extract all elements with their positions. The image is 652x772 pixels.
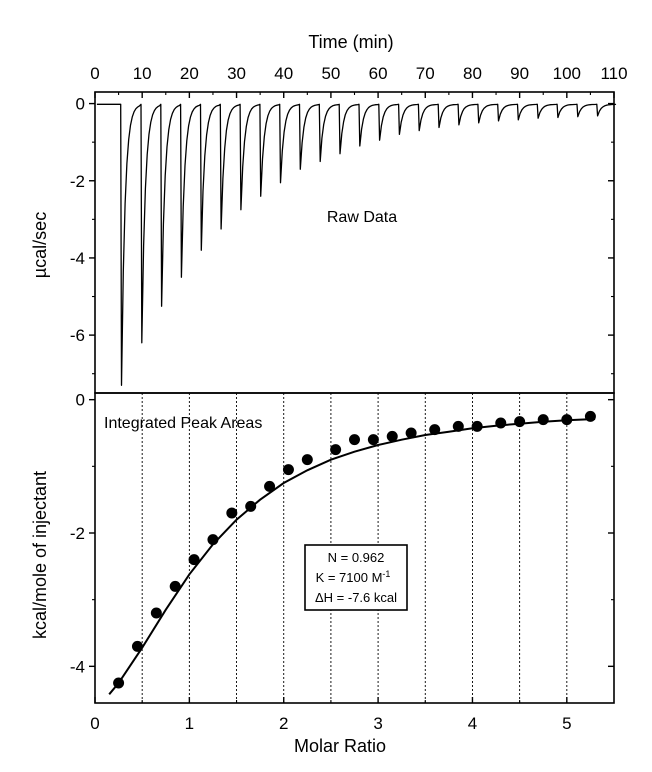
integrated-heat-point [349,434,360,446]
integrated-heat-point [471,420,483,432]
integrated-heat-point [514,416,526,428]
integrated-peak-areas-label: Integrated Peak Areas [104,415,262,432]
integrated-heat-point [245,500,257,512]
bottom-plot-frame [94,392,615,704]
integrated-heat-point [188,554,200,566]
top-x-tick-label: 70 [416,64,435,83]
top-y-tick-label: -2 [70,172,85,191]
fit-parameters-box: N = 0.962 K = 7100 M-1 ΔH = -7.6 kcal [304,544,408,611]
top-x-tick-label: 50 [321,64,340,83]
bottom-x-tick-label: 3 [373,714,382,733]
top-x-tick-label: 0 [90,64,99,83]
binding-fit-curve [108,418,596,695]
bottom-x-tick-label: 2 [279,714,288,733]
integrated-heat-points [113,410,596,689]
integrated-heat-point [169,580,181,592]
top-x-tick-label: 100 [553,64,581,83]
fit-dh-value: ΔH = -7.6 kcal [315,590,397,605]
top-x-tick-label: 30 [227,64,246,83]
integrated-heat-point [207,534,219,546]
integrated-heat-point [561,414,573,426]
raw-data-label: Raw Data [327,209,397,226]
bottom-x-axis-title: Molar Ratio [294,736,386,756]
integrated-heat-point [226,507,238,519]
fit-parameters-frame [304,544,408,611]
integrated-heat-point [584,410,596,422]
bottom-y-axis-title: kcal/mole of injectant [30,471,50,639]
integrated-heat-point [537,414,549,426]
bottom-x-tick-label: 1 [185,714,194,733]
fit-k-value: K = 7100 M-1 [316,569,391,585]
fit-n-value: N = 0.962 [328,550,385,565]
integrated-heat-point [429,424,441,436]
integrated-heat-point [367,434,379,446]
bottom-axis-ticks: 0 1 2 3 4 5 0 -2 -4 [70,391,614,733]
top-plot-frame [94,91,615,394]
integrated-heat-point [282,464,294,476]
integrated-heat-point [452,420,464,432]
bottom-y-tick-label: -2 [70,524,85,543]
fit-k-main: K = 7100 M [316,570,383,585]
integrated-heat-point [113,677,125,689]
top-axis-ticks: 0 10 20 30 40 50 60 70 80 90 100 110 0 -2 -4 -6 [70,64,628,375]
top-y-tick-label: 0 [76,95,85,114]
bottom-y-tick-label: -4 [70,657,85,676]
top-x-tick-label: 90 [510,64,529,83]
top-x-tick-label: 20 [180,64,199,83]
integrated-heat-point [264,480,276,492]
bottom-x-tick-label: 4 [468,714,477,733]
integrated-heat-point [386,430,398,442]
top-x-tick-label: 80 [463,64,482,83]
top-y-tick-label: -6 [70,326,85,345]
integrated-heat-point [405,427,417,439]
top-x-tick-label: 40 [274,64,293,83]
integrated-heat-point [495,417,507,429]
integrated-heat-point [131,640,143,652]
integrated-heat-point [330,444,342,456]
top-y-tick-label: -4 [70,249,85,268]
integrated-heat-point [301,454,313,466]
integrated-heat-point [150,607,162,619]
top-x-axis-title: Time (min) [308,32,393,52]
bottom-y-tick-label: 0 [76,391,85,410]
bottom-x-tick-label: 5 [562,714,571,733]
bottom-x-tick-label: 0 [90,714,99,733]
top-x-tick-label: 60 [369,64,388,83]
top-x-tick-label: 10 [133,64,152,83]
top-y-axis-title: µcal/sec [30,212,50,278]
top-x-tick-label: 110 [600,64,627,83]
fit-k-superscript: -1 [382,569,390,579]
raw-thermogram-trace [96,103,617,386]
